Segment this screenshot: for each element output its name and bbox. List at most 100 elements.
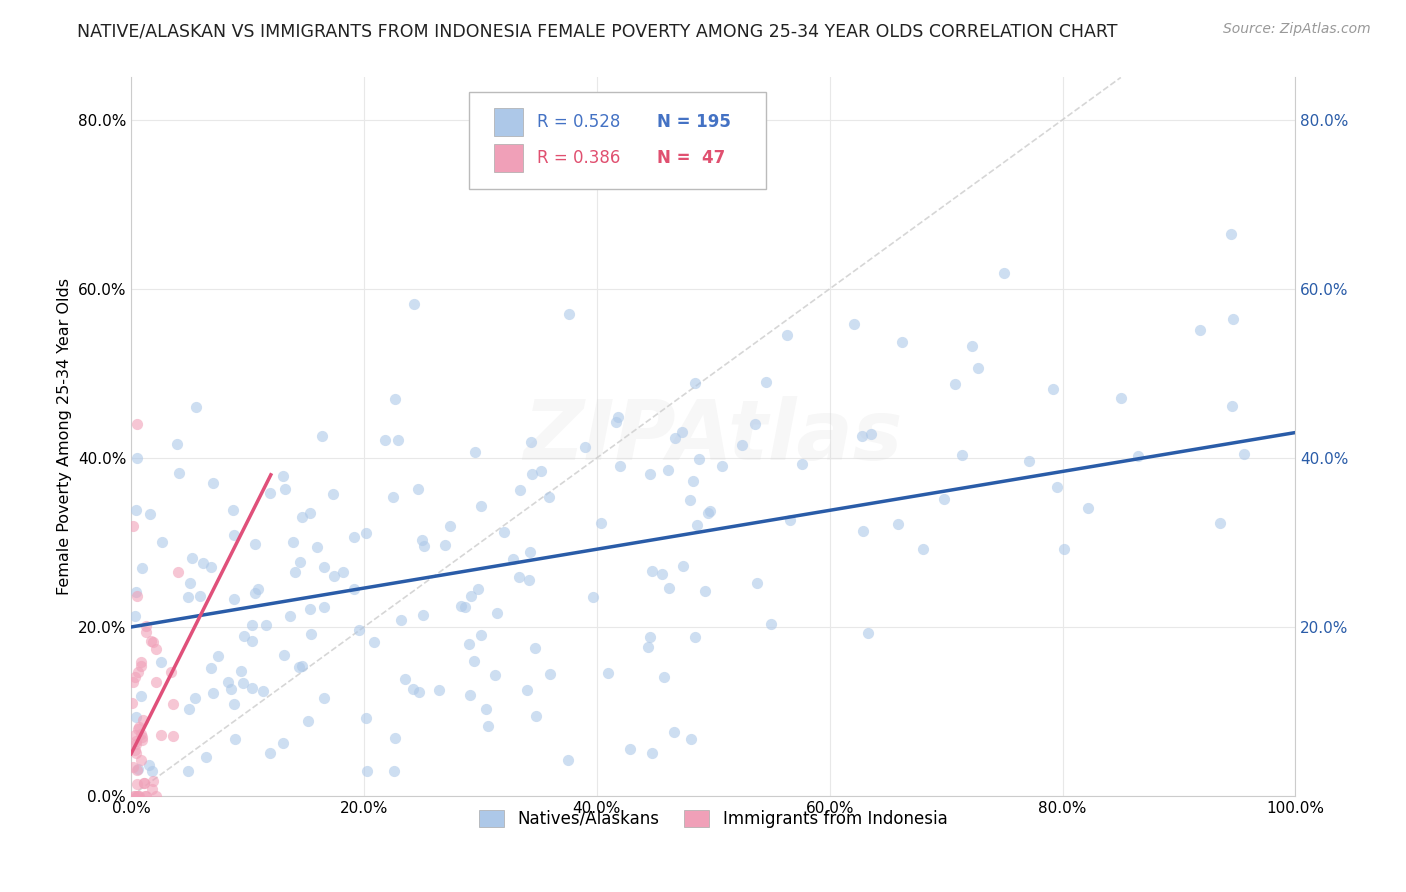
Point	[132, 776, 155, 790]
Point	[1233, 447, 1256, 461]
Point	[607, 409, 630, 424]
Point	[141, 764, 163, 778]
Point	[363, 635, 385, 649]
Point	[852, 524, 875, 539]
Point	[179, 575, 201, 590]
Point	[290, 555, 312, 569]
Point	[520, 467, 543, 481]
Point	[254, 617, 277, 632]
Point	[860, 427, 883, 442]
Point	[246, 582, 269, 597]
Point	[530, 464, 553, 478]
Point	[132, 776, 155, 790]
Point	[200, 661, 222, 675]
Point	[558, 307, 581, 321]
Point	[128, 720, 150, 734]
Point	[180, 551, 202, 566]
Point	[124, 728, 146, 742]
Point	[121, 696, 143, 710]
Point	[124, 608, 146, 623]
Point	[150, 535, 173, 549]
Point	[537, 490, 560, 504]
Point	[354, 526, 377, 541]
Point	[259, 486, 281, 500]
Point	[240, 681, 263, 695]
Point	[520, 434, 543, 449]
Point	[125, 710, 148, 724]
FancyBboxPatch shape	[468, 92, 766, 189]
Point	[406, 482, 429, 496]
Point	[890, 334, 912, 349]
Point	[176, 590, 198, 604]
Point	[755, 375, 778, 389]
Point	[402, 681, 425, 696]
Point	[131, 732, 153, 747]
Point	[128, 789, 150, 803]
Point	[145, 674, 167, 689]
Point	[508, 569, 530, 583]
Point	[150, 728, 173, 742]
Point	[141, 782, 163, 797]
Point	[125, 451, 148, 466]
Point	[243, 537, 266, 551]
Point	[135, 619, 157, 633]
Point	[312, 559, 335, 574]
Point	[1053, 542, 1076, 557]
Point	[596, 665, 619, 680]
Point	[135, 625, 157, 640]
Point	[582, 591, 605, 605]
FancyBboxPatch shape	[495, 145, 523, 171]
Point	[231, 664, 253, 678]
Point	[322, 487, 344, 501]
Point	[374, 434, 396, 448]
Point	[291, 659, 314, 673]
Point	[574, 440, 596, 454]
Point	[943, 377, 966, 392]
Point	[200, 560, 222, 574]
Point	[139, 508, 162, 522]
Point	[1220, 399, 1243, 413]
Point	[502, 551, 524, 566]
Point	[776, 328, 799, 343]
Point	[284, 565, 307, 579]
Point	[433, 538, 456, 552]
Point	[792, 457, 814, 471]
Point	[1077, 501, 1099, 516]
Point	[638, 467, 661, 481]
Point	[671, 425, 693, 440]
Point	[470, 499, 492, 513]
Point	[1042, 382, 1064, 396]
Point	[856, 626, 879, 640]
Point	[470, 628, 492, 642]
Point	[460, 688, 482, 702]
Point	[202, 686, 225, 700]
Point	[224, 592, 246, 607]
Text: N =  47: N = 47	[658, 149, 725, 167]
Point	[297, 714, 319, 728]
Point	[127, 763, 149, 777]
Legend: Natives/Alaskans, Immigrants from Indonesia: Natives/Alaskans, Immigrants from Indone…	[472, 803, 955, 835]
Point	[779, 512, 801, 526]
Point	[486, 606, 509, 620]
Point	[135, 789, 157, 803]
Point	[475, 701, 498, 715]
Point	[252, 684, 274, 698]
Point	[273, 648, 295, 662]
Point	[184, 691, 207, 706]
Point	[127, 789, 149, 803]
Point	[411, 533, 433, 547]
Point	[967, 360, 990, 375]
Point	[332, 566, 354, 580]
Point	[387, 433, 409, 447]
Point	[125, 746, 148, 760]
Point	[127, 777, 149, 791]
Point	[745, 576, 768, 591]
Point	[851, 429, 873, 443]
Y-axis label: Female Poverty Among 25-34 Year Olds: Female Poverty Among 25-34 Year Olds	[58, 278, 72, 595]
Point	[761, 616, 783, 631]
Point	[591, 516, 613, 531]
Point	[1222, 312, 1244, 326]
Point	[124, 743, 146, 757]
Text: N = 195: N = 195	[658, 113, 731, 131]
Point	[538, 667, 561, 681]
